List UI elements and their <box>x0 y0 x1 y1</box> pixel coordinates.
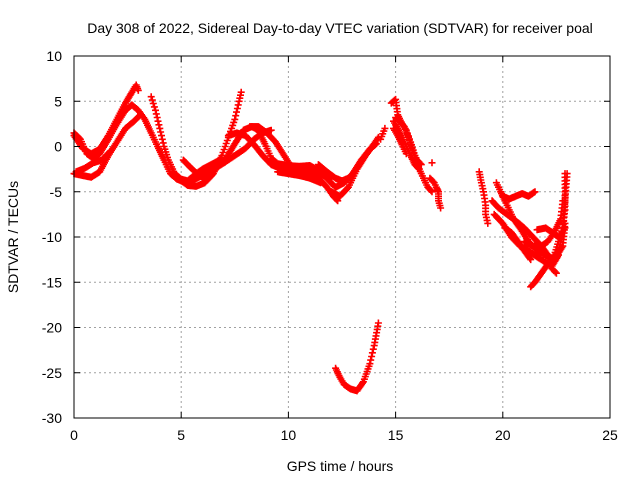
data-point <box>149 100 157 107</box>
data-point <box>417 161 425 169</box>
data-point <box>549 253 557 261</box>
series-track-17 <box>392 114 425 169</box>
y-tick-label: 0 <box>54 139 62 155</box>
series-track-29 <box>533 224 569 241</box>
data-point <box>559 197 567 205</box>
data-point <box>415 165 423 173</box>
x-axis-label: GPS time / hours <box>287 458 394 474</box>
data-point <box>150 103 158 111</box>
data-point <box>137 111 144 119</box>
y-tick-label: -10 <box>42 229 62 245</box>
data-point <box>237 88 245 96</box>
data-point <box>158 135 166 143</box>
data-point <box>428 188 436 196</box>
data-point <box>484 219 492 227</box>
series-track-30 <box>501 224 535 264</box>
data-point <box>152 110 160 118</box>
data-point <box>155 121 163 129</box>
data-point <box>366 360 374 368</box>
data-point <box>359 379 366 387</box>
data-point <box>374 319 382 327</box>
ticks-layer: 0 5 10 15 20 25 10 5 0 -5 -10 -15 -20 -25 -30 <box>42 48 618 443</box>
series-track-22 <box>475 168 492 227</box>
data-point <box>233 108 240 116</box>
data-point <box>561 170 569 178</box>
data-point <box>157 128 165 136</box>
y-tick-label: 10 <box>46 48 62 64</box>
data-point <box>106 147 114 155</box>
data-point <box>134 86 142 94</box>
data-point <box>437 204 445 212</box>
y-tick-label: 5 <box>54 93 62 109</box>
series-track-11 <box>274 168 325 187</box>
series-track-28 <box>520 197 567 250</box>
data-point <box>416 160 424 167</box>
x-tick-label: 0 <box>70 427 78 443</box>
data-point <box>203 175 211 183</box>
data-point <box>234 101 242 109</box>
data-point <box>136 112 143 120</box>
data-point <box>381 124 389 132</box>
data-point <box>344 174 352 182</box>
data-point <box>414 164 422 172</box>
data-point <box>267 126 275 134</box>
data-point <box>367 356 375 364</box>
data-point <box>148 96 156 104</box>
data-point <box>105 148 113 156</box>
y-tick-label: -5 <box>50 184 63 200</box>
data-point <box>527 256 535 264</box>
series-track-10 <box>246 123 342 205</box>
data-point <box>402 150 410 158</box>
data-point <box>552 269 560 277</box>
data-point <box>428 159 436 167</box>
y-tick-label: -25 <box>42 365 62 381</box>
data-point <box>531 188 539 196</box>
series-track-14 <box>332 319 382 395</box>
data-point <box>147 93 155 101</box>
series-track-12 <box>327 133 382 200</box>
series-track-26 <box>499 188 539 203</box>
series-track-4 <box>72 147 114 176</box>
series-track-21 <box>428 159 436 167</box>
x-tick-label: 5 <box>177 427 185 443</box>
y-tick-label: -30 <box>42 410 62 426</box>
marks-layer <box>70 81 571 395</box>
data-point <box>561 224 569 232</box>
data-point <box>369 345 377 353</box>
data-point <box>399 122 407 129</box>
data-point <box>551 268 559 276</box>
chart-title: Day 308 of 2022, Sidereal Day-to-day VTE… <box>87 20 593 36</box>
data-point <box>231 115 239 123</box>
y-tick-label: -15 <box>42 274 62 290</box>
data-point <box>526 254 534 262</box>
x-tick-label: 25 <box>602 427 618 443</box>
data-point <box>368 349 376 357</box>
y-axis-label: SDTVAR / TECUs <box>5 181 21 293</box>
series-track-13 <box>314 161 352 185</box>
y-tick-label: -20 <box>42 320 62 336</box>
series-track-19 <box>426 174 445 212</box>
x-tick-label: 10 <box>281 427 297 443</box>
data-point <box>427 187 435 195</box>
series-track-20 <box>377 124 389 143</box>
data-point <box>317 179 325 187</box>
x-tick-label: 15 <box>388 427 404 443</box>
series-track-18 <box>390 124 410 158</box>
data-point <box>154 117 162 125</box>
series-track-2 <box>70 81 142 158</box>
x-tick-label: 20 <box>495 427 511 443</box>
